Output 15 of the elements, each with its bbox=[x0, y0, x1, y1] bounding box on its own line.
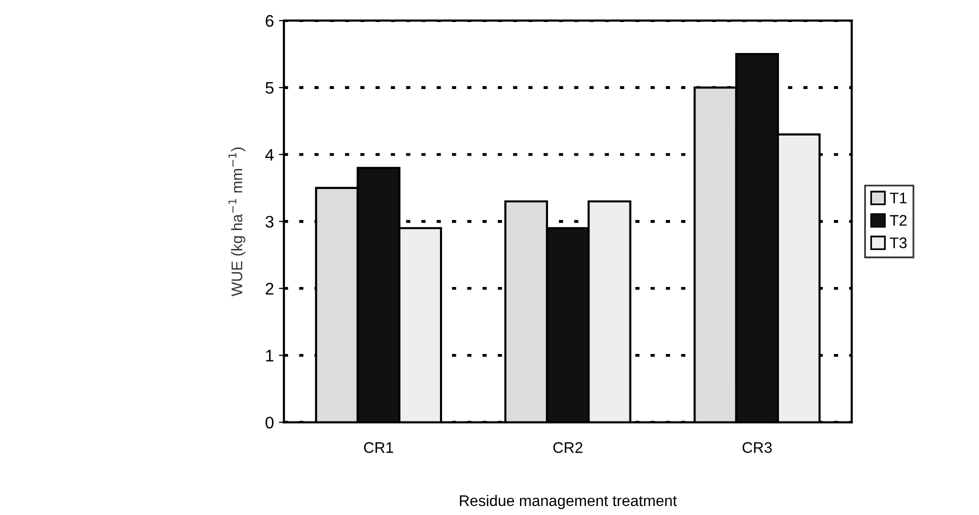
x-tick-label: CR3 bbox=[742, 442, 772, 453]
legend-label: T1 bbox=[890, 192, 907, 204]
legend-label: T3 bbox=[890, 237, 907, 248]
y-tick-label: 1 bbox=[266, 350, 274, 362]
x-tick-label: CR1 bbox=[364, 442, 394, 453]
x-axis-title: Residue management treatment bbox=[460, 494, 677, 510]
y-tick-label: 5 bbox=[266, 82, 274, 94]
y-tick-label: 3 bbox=[266, 216, 274, 228]
y-tick-label: 6 bbox=[266, 15, 274, 27]
legend-label: T2 bbox=[890, 215, 907, 226]
y-axis-title: WUE (kg ha$^{−1}$ mm$^{−1}$) bbox=[228, 148, 246, 296]
x-tick-label: CR2 bbox=[553, 442, 582, 453]
y-tick-label: 0 bbox=[266, 416, 274, 429]
y-tick-label: 2 bbox=[266, 282, 274, 294]
y-tick-label: 4 bbox=[265, 149, 274, 161]
